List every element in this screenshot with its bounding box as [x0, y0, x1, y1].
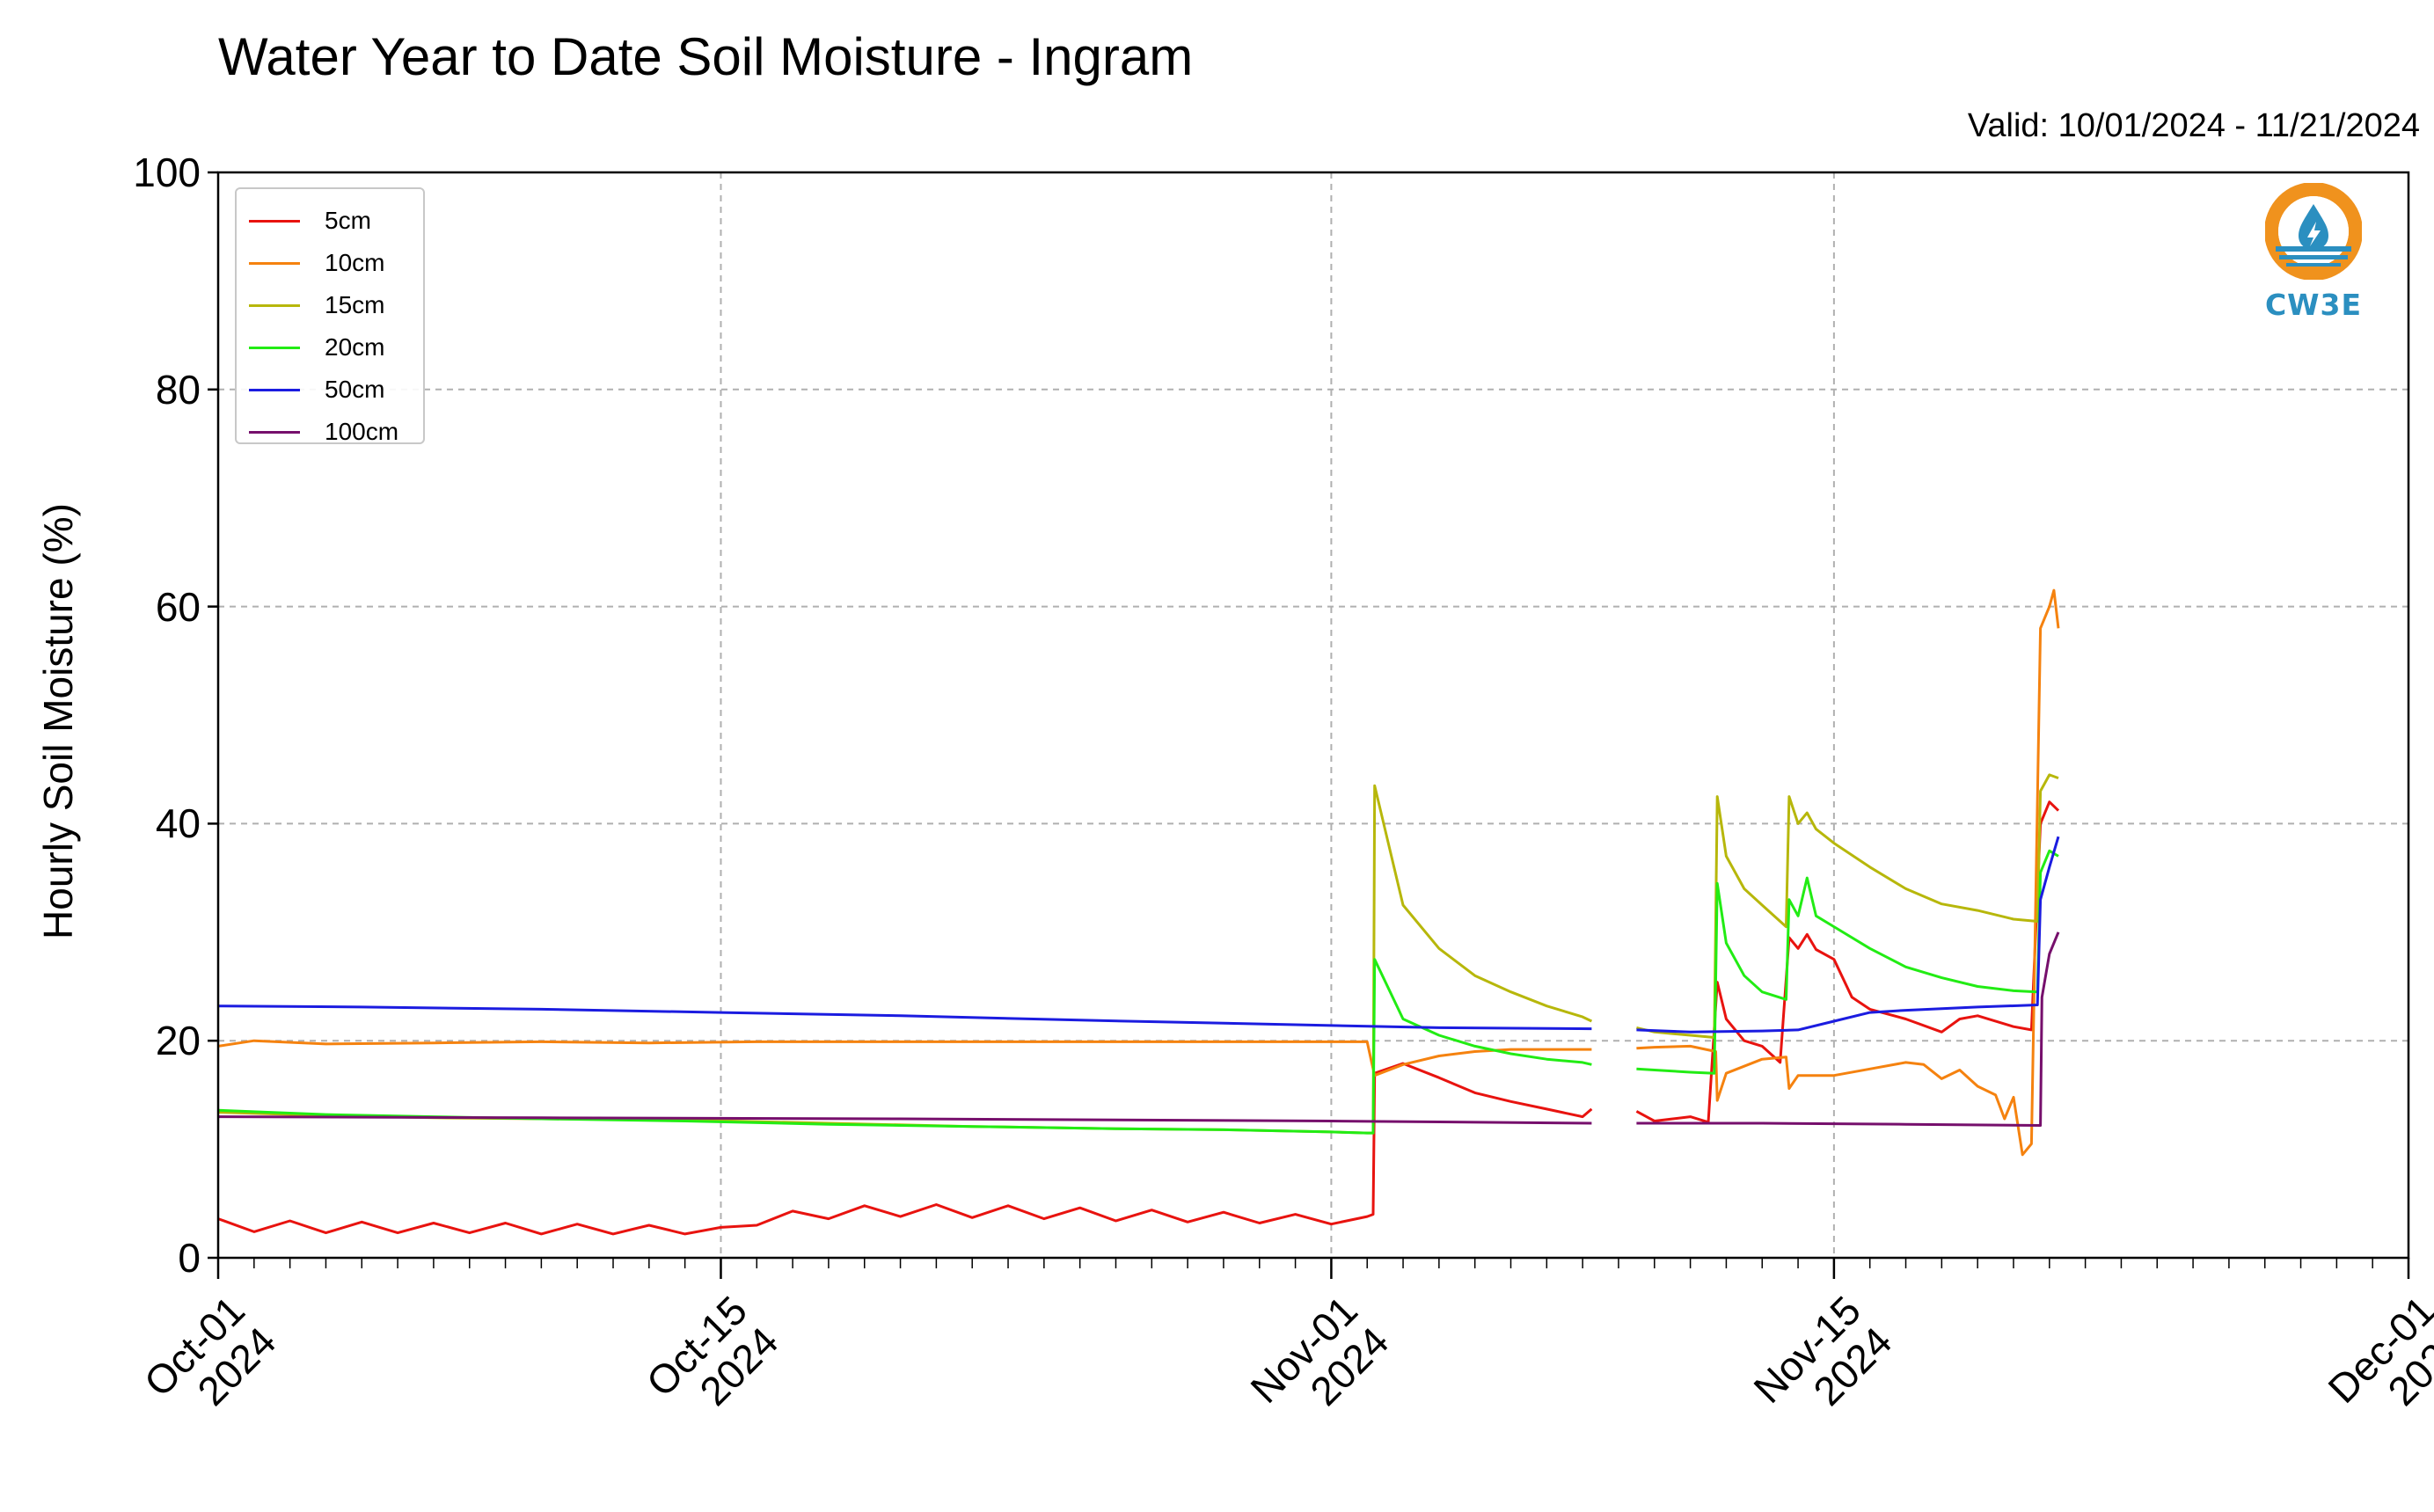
- axes-frame: [218, 172, 2408, 1258]
- series-line-50cm: [218, 836, 2058, 1032]
- legend-item: 15cm: [249, 288, 384, 323]
- legend-item: 100cm: [249, 414, 398, 449]
- legend-swatch: [249, 431, 300, 434]
- axes: [208, 172, 2408, 1279]
- legend-label: 5cm: [325, 207, 371, 235]
- y-tick-label: 20: [69, 1017, 201, 1064]
- legend-item: 5cm: [249, 203, 371, 238]
- legend-swatch: [249, 389, 300, 391]
- y-tick-label: 60: [69, 583, 201, 631]
- y-tick-label: 80: [69, 366, 201, 413]
- legend-label: 10cm: [325, 249, 384, 277]
- legend-swatch: [249, 220, 300, 223]
- series-line-20cm: [218, 851, 2058, 1133]
- legend-item: 10cm: [249, 245, 384, 281]
- legend-label: 20cm: [325, 333, 384, 362]
- series-line-10cm: [218, 590, 2058, 1155]
- legend-swatch: [249, 262, 300, 265]
- cw3e-logo-icon: [2265, 183, 2362, 280]
- y-tick-label: 0: [69, 1234, 201, 1282]
- legend-item: 20cm: [249, 330, 384, 365]
- series-lines: [218, 590, 2058, 1234]
- logo-text: CW3E: [2259, 288, 2368, 322]
- series-line-15cm: [218, 775, 2058, 1133]
- legend: 5cm 10cm 15cm 20cm 50cm 100cm: [235, 187, 425, 444]
- legend-label: 50cm: [325, 376, 384, 404]
- legend-item: 50cm: [249, 372, 384, 407]
- grid-lines: [218, 172, 2408, 1258]
- cw3e-logo: CW3E: [2259, 183, 2368, 322]
- legend-label: 100cm: [325, 418, 398, 446]
- y-tick-label: 40: [69, 800, 201, 847]
- legend-label: 15cm: [325, 291, 384, 319]
- legend-swatch: [249, 347, 300, 349]
- series-line-5cm: [218, 802, 2058, 1234]
- y-tick-label: 100: [69, 149, 201, 196]
- legend-swatch: [249, 304, 300, 307]
